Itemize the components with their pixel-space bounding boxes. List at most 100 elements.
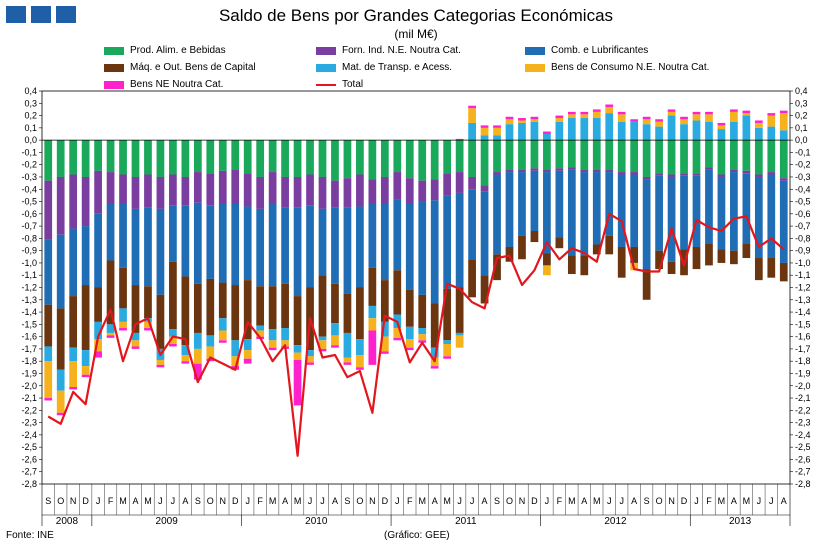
y-tick-label-left: -2,6 [21,454,37,464]
bar-segment [617,121,626,141]
x-month-label: F [407,496,413,506]
bar-segment [555,168,564,171]
bar-segment [754,120,763,123]
bar-segment [443,288,452,341]
bar-segment [281,283,289,329]
y-tick-label-left: 0,0 [24,135,37,145]
x-month-label: J [158,496,163,506]
y-tick-label-left: -2,2 [21,405,37,415]
bar-segment [705,169,713,244]
y-tick-label-right: -2,7 [795,467,811,477]
bar-segment [667,176,676,262]
bar-segment [493,125,501,128]
bar-segment [505,246,514,262]
bar-segment [443,195,452,289]
bar-segment [156,364,165,368]
bar-segment [106,172,115,204]
bar-segment [368,318,377,331]
bar-segment [206,358,215,362]
x-month-label: M [718,496,726,506]
legend-label: Máq. e Out. Bens de Capital [130,62,256,73]
bar-segment [380,203,389,281]
bar-segment [480,275,489,304]
bar-segment [730,169,738,173]
bar-segment [169,205,177,262]
bar-segment [144,140,152,175]
bar-segment [380,140,389,177]
bar-segment [767,258,776,278]
bar-segment [343,140,352,179]
bar-segment [131,285,140,333]
bar-segment [380,351,389,354]
x-year-label: 2012 [604,516,627,527]
x-month-label: J [457,496,462,506]
bar-segment [605,235,614,255]
bar-segment [468,176,476,190]
bar-segment [356,140,364,175]
bar-segment [630,246,639,263]
bar-segment [518,118,526,121]
bar-segment [368,267,377,306]
x-month-label: F [257,496,263,506]
bar-segment [667,115,676,141]
bar-segment [779,140,788,179]
bar-segment [730,111,738,122]
y-tick-label-right: -2,1 [795,393,811,403]
bar-segment [94,213,102,288]
y-tick-label-right: -2,3 [795,418,811,428]
legend-item-maq: Máq. e Out. Bens de Capital [104,62,256,73]
y-tick-label-right: -0,5 [795,197,811,207]
bar-segment [430,200,439,304]
bar-segment [368,330,377,365]
bar-segment [131,208,140,286]
bar-segment [630,121,639,141]
bar-segment [730,250,738,265]
bar-segment [617,140,626,173]
bar-segment [231,203,240,286]
bar-segment [256,208,265,287]
bar-segment [592,109,601,112]
bar-segment [592,118,601,141]
bar-segment [730,172,738,251]
bar-segment [543,169,551,173]
legend-item-total: Total [316,79,363,90]
bar-segment [94,170,102,214]
y-tick-label-left: -1,6 [21,332,37,342]
bar-segment [443,140,452,174]
x-month-label: J [320,496,325,506]
bar-segment [119,308,127,322]
x-month-label: N [519,496,526,506]
y-tick-label-right: -1,3 [795,295,811,305]
bar-segment [243,339,252,351]
bar-segment [418,201,427,295]
bar-segment [680,124,688,141]
bar-segment [692,120,701,141]
bar-segment [343,332,352,358]
bar-segment [605,104,614,107]
y-tick-label-right: -0,2 [795,160,811,170]
bar-segment [692,175,701,247]
bar-segment [518,172,526,236]
bar-segment [580,114,589,119]
bar-segment [518,122,526,141]
bar-segment [717,125,726,130]
bar-segment [493,135,501,141]
bar-segment [405,203,414,290]
y-tick-label-right: -0,8 [795,233,811,243]
bar-segment [592,140,601,170]
bar-segment [331,207,339,284]
x-month-label: M [568,496,576,506]
legend-item-comb: Comb. e Lubrificantes [525,45,648,56]
bar-segment [480,125,489,128]
bar-segment [705,167,713,170]
bar-segment [543,131,551,134]
bar-segment [630,119,639,122]
bar-segment [530,170,539,232]
credit-note: (Gráfico: GEE) [384,530,450,541]
bar-segment [418,294,427,329]
y-tick-label-right: -2,5 [795,442,811,452]
bar-segment [243,206,252,281]
bar-segment [567,167,576,170]
y-tick-label-right: -2,6 [795,454,811,464]
legend-label: Mat. de Transp. e Acess. [342,62,453,73]
